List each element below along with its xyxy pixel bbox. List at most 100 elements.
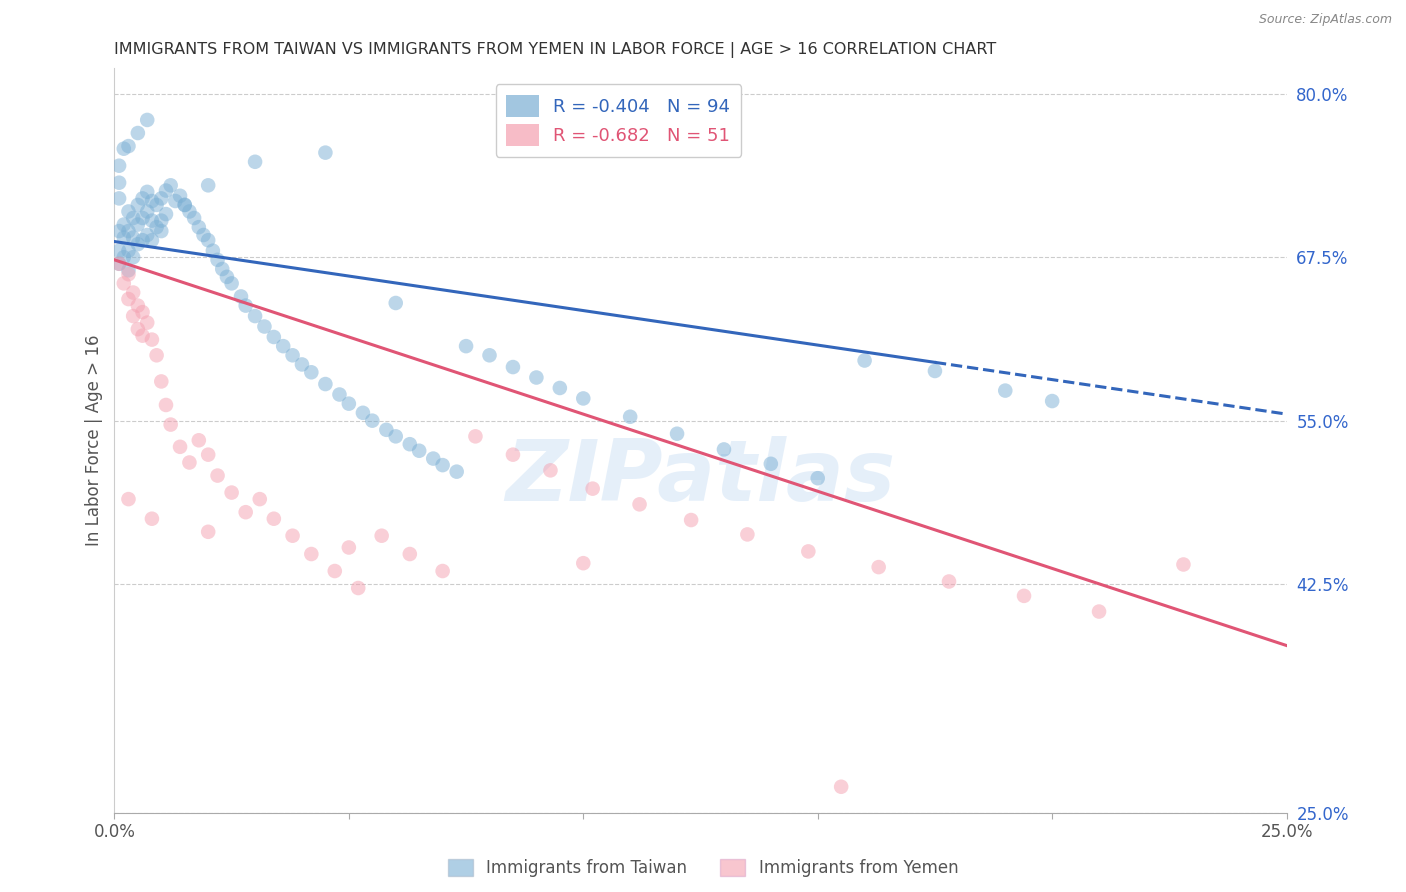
Point [173,198,195,212]
Point [243,154,266,169]
Point [117,139,139,153]
Point [108,257,131,271]
Point [432,458,454,472]
Point [122,285,145,300]
Point [619,409,641,424]
Point [422,451,444,466]
Point [141,233,163,247]
Legend: Immigrants from Taiwan, Immigrants from Yemen: Immigrants from Taiwan, Immigrants from … [441,852,965,884]
Point [112,277,135,291]
Point [136,204,159,219]
Point [159,417,181,432]
Point [737,527,759,541]
Point [540,463,562,477]
Point [197,448,219,462]
Point [122,230,145,244]
Point [112,142,135,156]
Point [478,348,501,362]
Point [112,250,135,264]
Point [221,277,243,291]
Point [108,244,131,258]
Point [131,305,153,319]
Point [155,207,177,221]
Point [131,328,153,343]
Point [187,220,209,235]
Text: ZIPatlas: ZIPatlas [505,436,896,519]
Point [1040,394,1063,409]
Point [197,524,219,539]
Point [117,224,139,238]
Point [127,237,149,252]
Legend: R = -0.404   N = 94, R = -0.682   N = 51: R = -0.404 N = 94, R = -0.682 N = 51 [496,84,741,157]
Point [136,112,159,127]
Point [136,227,159,242]
Point [141,333,163,347]
Point [117,263,139,277]
Point [108,191,131,205]
Point [314,145,336,160]
Point [122,211,145,225]
Point [173,198,195,212]
Point [243,309,266,323]
Text: IMMIGRANTS FROM TAIWAN VS IMMIGRANTS FROM YEMEN IN LABOR FORCE | AGE > 16 CORREL: IMMIGRANTS FROM TAIWAN VS IMMIGRANTS FRO… [114,42,997,58]
Point [281,529,304,543]
Point [131,211,153,225]
Point [235,505,257,519]
Point [548,381,571,395]
Point [145,220,167,235]
Point [314,377,336,392]
Point [582,482,605,496]
Point [666,426,689,441]
Point [183,211,205,225]
Point [235,299,257,313]
Point [572,392,595,406]
Point [179,456,201,470]
Point [122,250,145,264]
Point [201,244,224,258]
Point [446,465,468,479]
Point [127,198,149,212]
Y-axis label: In Labor Force | Age > 16: In Labor Force | Age > 16 [86,334,103,546]
Point [291,358,314,372]
Point [131,191,153,205]
Point [797,544,820,558]
Point [131,233,153,247]
Point [215,269,238,284]
Point [375,423,398,437]
Point [117,267,139,281]
Point [253,319,276,334]
Point [337,541,360,555]
Point [108,176,131,190]
Point [112,218,135,232]
Point [408,443,430,458]
Point [572,556,595,570]
Point [398,547,420,561]
Point [1173,558,1195,572]
Point [155,398,177,412]
Point [150,213,173,227]
Point [108,257,131,271]
Point [197,233,219,247]
Point [141,512,163,526]
Point [370,529,392,543]
Point [150,375,173,389]
Point [868,560,890,574]
Point [141,194,163,208]
Point [281,348,304,362]
Point [127,126,149,140]
Point [361,414,384,428]
Point [337,397,360,411]
Point [159,178,181,193]
Point [249,492,271,507]
Point [352,406,374,420]
Point [117,492,139,507]
Point [628,497,651,511]
Point [145,348,167,362]
Point [299,547,322,561]
Point [117,204,139,219]
Point [759,457,782,471]
Point [384,429,406,443]
Point [197,178,219,193]
Point [938,574,960,589]
Point [193,227,215,242]
